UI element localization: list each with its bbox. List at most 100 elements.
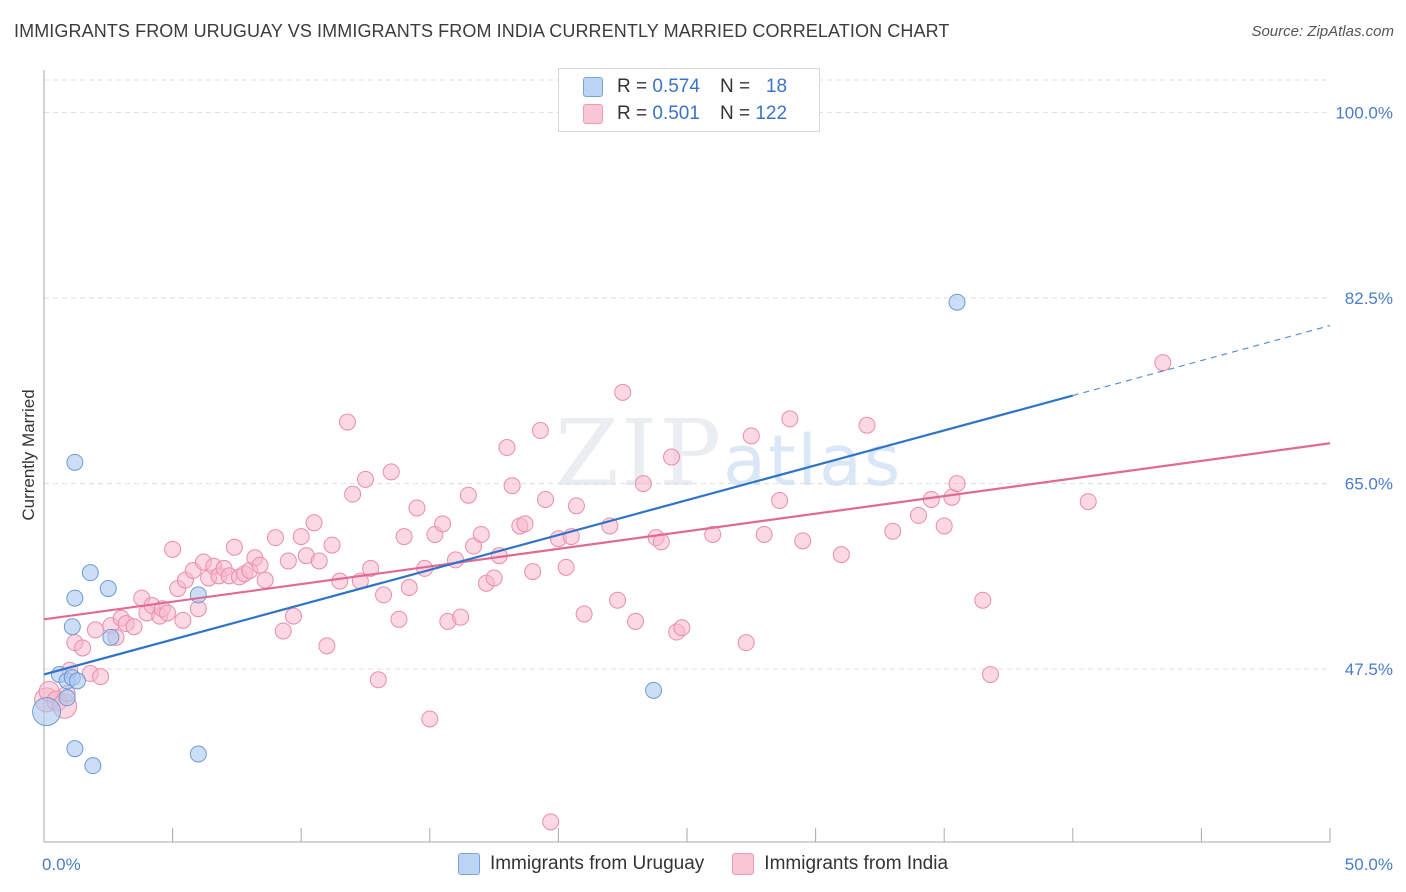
india-point: [627, 612, 645, 630]
india-point: [542, 813, 560, 831]
uruguay-point: [58, 689, 76, 707]
india-point: [74, 639, 92, 657]
y-axis-label: Currently Married: [19, 389, 38, 520]
uruguay-swatch: [583, 77, 603, 97]
stats-legend: R = 0.574 N = 18 R = 0.501 N = 122: [558, 68, 820, 132]
india-point: [274, 622, 292, 640]
india-point: [771, 492, 789, 510]
india-point: [310, 552, 328, 570]
uruguay-point: [99, 580, 117, 598]
india-point: [318, 637, 336, 655]
source-label: Source: ZipAtlas.com: [1251, 23, 1394, 40]
uruguay-point: [66, 589, 84, 607]
india-point: [575, 605, 593, 623]
india-point: [362, 559, 380, 577]
india-point: [266, 529, 284, 547]
india-point: [369, 671, 387, 689]
uruguay-legend-swatch: [457, 853, 480, 875]
uruguay-point: [189, 745, 207, 763]
x-tick-label: 0.0%: [42, 855, 81, 874]
y-tick-label: 100.0%: [1335, 103, 1393, 122]
india-point: [292, 528, 310, 546]
india-point: [567, 497, 585, 515]
india-point: [472, 525, 490, 543]
india-point: [609, 591, 627, 609]
y-tick-label: 47.5%: [1345, 660, 1393, 679]
axes: [43, 70, 1331, 843]
india-point: [634, 475, 652, 493]
legend-label-uruguay: Immigrants from Uruguay: [489, 853, 705, 874]
india-point: [331, 572, 349, 590]
india-point: [485, 569, 503, 587]
india-point: [524, 563, 542, 581]
trend-lines: [43, 324, 1331, 676]
india-point: [92, 668, 110, 686]
india-point: [794, 532, 812, 550]
india-point: [781, 410, 799, 428]
india-point: [1079, 493, 1097, 511]
legend-row-uruguay: R = 0.574 N = 18: [583, 73, 787, 101]
india-point: [981, 665, 999, 683]
india-point: [395, 528, 413, 546]
india-point: [673, 619, 691, 637]
india-points: [34, 354, 1172, 831]
legend-n-label: N =: [719, 103, 751, 124]
india-point: [174, 611, 192, 629]
india-point: [948, 475, 966, 493]
india-point: [164, 540, 182, 558]
india-legend-swatch: [732, 853, 755, 875]
india-point: [125, 618, 143, 636]
india-point: [974, 591, 992, 609]
uruguay-point: [32, 697, 62, 727]
x-tick-labels: 0.0% 50.0%: [42, 855, 1393, 874]
legend-r-label: R =: [617, 76, 648, 97]
legend-r-label: R =: [617, 103, 648, 124]
india-point: [284, 607, 302, 625]
y-tick-labels: 47.5% 65.0% 82.5% 100.0%: [1335, 103, 1393, 679]
india-swatch: [583, 104, 603, 124]
india-point: [537, 490, 555, 508]
india-point: [390, 610, 408, 628]
legend-r-value: 0.574: [652, 76, 700, 97]
india-point: [557, 558, 575, 576]
india-point: [498, 439, 516, 457]
y-tick-label: 82.5%: [1345, 289, 1393, 308]
india-point: [909, 506, 927, 524]
india-point: [375, 586, 393, 604]
india-point: [1154, 354, 1172, 372]
india-trend-line: [43, 442, 1331, 621]
india-point: [400, 578, 418, 596]
india-point: [338, 413, 356, 431]
legend-item-uruguay: Immigrants from Uruguay: [457, 853, 705, 875]
india-point: [704, 525, 722, 543]
india-point: [225, 538, 243, 556]
legend-r-value: 0.501: [652, 103, 700, 124]
india-point: [465, 537, 483, 555]
india-point: [755, 525, 773, 543]
india-point: [158, 604, 176, 622]
uruguay-point: [81, 564, 99, 582]
uruguay-point: [66, 453, 84, 471]
series-legend: Immigrants from Uruguay Immigrants from …: [0, 852, 1406, 876]
legend-item-india: Immigrants from India: [732, 853, 948, 875]
india-point: [858, 416, 876, 434]
uruguay-point: [63, 618, 81, 636]
uruguay-trend-line: [43, 394, 1074, 676]
legend-n-value: 122: [755, 103, 788, 124]
india-point: [382, 463, 400, 481]
india-point: [434, 515, 452, 533]
uruguay-points: [32, 293, 966, 775]
india-point: [935, 517, 953, 535]
india-point: [251, 556, 269, 574]
india-point: [742, 427, 760, 445]
india-point: [452, 608, 470, 626]
uruguay-point: [645, 681, 663, 699]
uruguay-point: [68, 672, 86, 690]
india-point: [86, 621, 104, 639]
india-point: [737, 634, 755, 652]
india-point: [663, 448, 681, 466]
india-point: [305, 514, 323, 532]
uruguay-point: [189, 586, 207, 604]
india-point: [614, 383, 632, 401]
uruguay-point: [102, 628, 120, 646]
